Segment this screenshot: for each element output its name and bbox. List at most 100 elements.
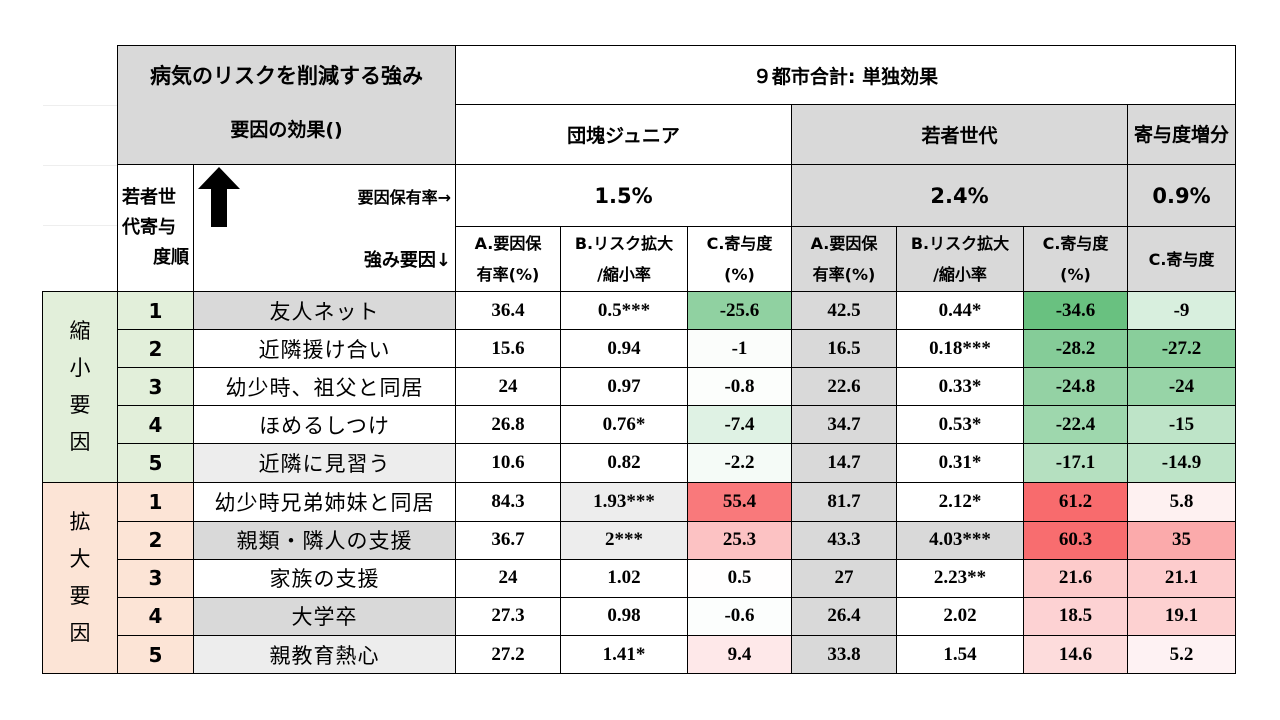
cell-b-dankai: 1.93*** [560, 481, 688, 522]
rank-cell: 3 [117, 558, 194, 598]
col-c-dankai-line1: C.寄与度 [706, 234, 773, 253]
rank-label-line3: 度順 [153, 247, 189, 268]
cell-a-dankai: 15.6 [455, 329, 561, 369]
holding-rate-label-cell: 要因保有率→ [193, 164, 456, 227]
header-title-line2: 要因の効果() [117, 104, 456, 165]
group-label-char: 拡 [69, 509, 91, 534]
cell-a-young: 33.8 [791, 634, 897, 675]
cell-a-young: 16.5 [791, 329, 897, 369]
strength-label-cell: 強み要因↓ [193, 226, 456, 292]
cell-c-increment: -15 [1126, 405, 1237, 445]
cell-a-young: 22.6 [791, 367, 897, 407]
cell-c-dankai: -2.2 [687, 443, 792, 483]
rank-cell: 1 [117, 481, 194, 522]
cell-c-young: -22.4 [1023, 405, 1128, 445]
cell-b-young: 2.23** [896, 558, 1024, 598]
group-label-char: 要 [69, 583, 91, 608]
cell-a-young: 34.7 [791, 405, 897, 445]
rank-label-line1: 若者世 [122, 187, 176, 208]
cell-c-increment: 21.1 [1126, 558, 1237, 598]
cell-c-young: -24.8 [1023, 367, 1128, 407]
cell-a-young: 27 [791, 558, 897, 598]
table-row: 2 親類・隣人の支援 36.7 2*** 25.3 43.3 4.03*** 60.3 35 [43, 520, 1237, 560]
group-label-char: 小 [69, 355, 91, 380]
rank-cell: 5 [117, 443, 194, 483]
table-row: 3 家族の支援 24 1.02 0.5 27 2.23** 21.6 21.1 [43, 558, 1237, 598]
cell-c-dankai: 55.4 [687, 481, 792, 522]
cell-c-young: 14.6 [1023, 634, 1128, 675]
cell-a-dankai: 27.3 [455, 596, 561, 637]
group-label-char: 因 [69, 620, 91, 645]
table-row: 5 近隣に見習う 10.6 0.82 -2.2 14.7 0.31* -17.1 -14.9 [43, 443, 1237, 483]
cell-b-dankai: 0.98 [560, 596, 688, 637]
col-c-young-line2: (%) [1060, 265, 1091, 284]
cell-c-young: 61.2 [1023, 481, 1128, 522]
group-label-char: 要 [69, 392, 91, 417]
col-c-young-line1: C.寄与度 [1042, 234, 1109, 253]
group-expand-label: 拡大要因 [42, 481, 118, 675]
factor-cell: 幼少時兄弟姉妹と同居 [193, 481, 456, 522]
corner-cell [42, 45, 118, 292]
cell-a-young: 81.7 [791, 481, 897, 522]
cell-a-young: 42.5 [791, 290, 897, 331]
factor-rows: 縮小要因 1 友人ネット 36.4 0.5*** -25.6 42.5 0.44* -34.6-… [42, 290, 1237, 675]
group-label-dankai-junior: 団塊ジュニア [455, 104, 792, 165]
strength-label: 強み要因↓ [363, 249, 451, 271]
factor-cell: 幼少時、祖父と同居 [193, 367, 456, 407]
header-title-line1: 病気のリスクを削減する強み [117, 45, 456, 105]
cell-b-dankai: 0.94 [560, 329, 688, 369]
cell-b-dankai: 1.02 [560, 558, 688, 598]
cell-c-increment: -14.9 [1126, 443, 1237, 483]
rank-label: 若者世 代寄与 度順 [117, 164, 194, 292]
cell-c-young: -34.6 [1023, 290, 1128, 331]
group-label-char: 大 [69, 546, 91, 571]
table-row: 2 近隣援け合い 15.6 0.94 -1 16.5 0.18*** -28.2 -27.2 [43, 329, 1237, 369]
rate-increment: 0.9% [1126, 164, 1237, 227]
factor-cell: ほめるしつけ [193, 405, 456, 445]
col-a-young-line2: 有率(%) [812, 265, 876, 284]
table-row: 3 幼少時、祖父と同居 24 0.97 -0.8 22.6 0.33* -24.8 -24 [43, 367, 1237, 407]
cell-a-dankai: 26.8 [455, 405, 561, 445]
cell-a-dankai: 84.3 [455, 481, 561, 522]
cell-b-young: 0.31* [896, 443, 1024, 483]
group-label-char: 因 [69, 429, 91, 454]
cell-b-dankai: 1.41* [560, 634, 688, 675]
factor-cell: 親教育熱心 [193, 634, 456, 675]
rate-young: 2.4% [791, 164, 1128, 227]
group-label-increment-text: 寄与度増分 [1134, 123, 1230, 146]
col-a-dankai: A.要因保 有率(%) [455, 226, 561, 292]
group-label-char: 縮 [69, 318, 91, 343]
factor-cell: 大学卒 [193, 596, 456, 637]
cell-c-young: 21.6 [1023, 558, 1128, 598]
cell-c-increment: 5.8 [1126, 481, 1237, 522]
factor-table-sheet: 病気のリスクを削減する強み ９都市合計: 単独効果 要因の効果() 団塊ジュニア… [42, 45, 1237, 675]
rank-cell: 4 [117, 405, 194, 445]
cell-c-dankai: -1 [687, 329, 792, 369]
col-c-increment: C.寄与度 [1126, 226, 1237, 292]
rank-cell: 2 [117, 329, 194, 369]
col-b-young-line1: B.リスク拡大 [910, 234, 1010, 253]
cell-c-dankai: 25.3 [687, 520, 792, 560]
cell-c-young: 60.3 [1023, 520, 1128, 560]
col-b-dankai-line2: /縮小率 [597, 265, 651, 284]
rank-cell: 3 [117, 367, 194, 407]
cell-c-dankai: -0.6 [687, 596, 792, 637]
cell-c-dankai: -25.6 [687, 290, 792, 331]
cell-c-dankai: 9.4 [687, 634, 792, 675]
factor-cell: 友人ネット [193, 290, 456, 331]
col-b-dankai: B.リスク拡大 /縮小率 [560, 226, 688, 292]
cell-c-increment: -24 [1126, 367, 1237, 407]
cell-a-dankai: 10.6 [455, 443, 561, 483]
cell-b-young: 4.03*** [896, 520, 1024, 560]
factor-cell: 親類・隣人の支援 [193, 520, 456, 560]
cell-a-young: 43.3 [791, 520, 897, 560]
cell-a-young: 26.4 [791, 596, 897, 637]
cell-b-young: 0.53* [896, 405, 1024, 445]
cell-c-increment: -27.2 [1126, 329, 1237, 369]
header-top-label: ９都市合計: 単独効果 [454, 45, 1237, 105]
cell-c-increment: 5.2 [1126, 634, 1237, 675]
cell-b-dankai: 0.5*** [560, 290, 688, 331]
cell-b-young: 2.02 [896, 596, 1024, 637]
col-c-young: C.寄与度 (%) [1023, 226, 1128, 292]
rank-cell: 1 [117, 290, 194, 331]
